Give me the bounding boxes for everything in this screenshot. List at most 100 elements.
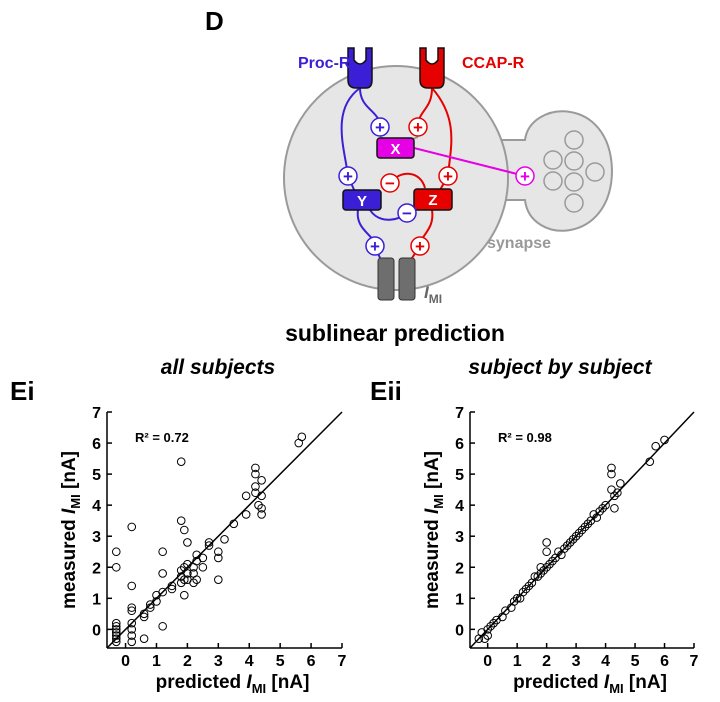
- data-point: [139, 634, 149, 643]
- x-tick-label: 1: [513, 653, 522, 670]
- data-point: [127, 522, 137, 532]
- vesicles: [543, 130, 605, 213]
- data-point: [257, 510, 266, 519]
- data-point: [214, 553, 223, 563]
- data-point: [533, 572, 543, 581]
- axis-label: measured IMI [nA]: [422, 451, 446, 609]
- channel: [377, 257, 395, 301]
- data-point: [176, 516, 186, 525]
- data-point: [486, 621, 495, 631]
- data-point: [220, 535, 229, 544]
- ccap-receptor: [419, 47, 445, 89]
- data-point: [610, 491, 619, 501]
- y-tick-label: 3: [92, 529, 101, 546]
- data-point: [521, 584, 531, 594]
- x-tick-label: 2: [183, 653, 192, 670]
- data-point: [660, 435, 669, 445]
- label-sub: MI: [68, 494, 83, 508]
- sign: +: [520, 167, 530, 186]
- label-var: I: [604, 672, 610, 693]
- data-point: [111, 618, 121, 628]
- y-tick-label: 2: [92, 560, 101, 577]
- sign: +: [413, 118, 423, 137]
- label-sub: MI: [431, 494, 446, 508]
- data-point: [580, 522, 590, 532]
- label-text: measured: [59, 514, 80, 609]
- data-point: [111, 628, 121, 637]
- data-point: [645, 457, 655, 466]
- data-point: [127, 637, 137, 647]
- data-point: [111, 631, 121, 640]
- node-box: [376, 137, 415, 159]
- panel-label: Eii: [370, 376, 402, 406]
- data-point: [257, 476, 266, 485]
- sign: +: [443, 167, 453, 186]
- data-point: [548, 556, 557, 566]
- y-tick-label: 3: [455, 529, 464, 546]
- data-point: [111, 547, 121, 557]
- label-text: [nA]: [624, 672, 667, 693]
- x-tick-label: 6: [660, 653, 669, 670]
- x-tick-label: 7: [690, 653, 699, 670]
- proc-receptor: [347, 47, 373, 89]
- data-point: [158, 621, 167, 631]
- data-point: [524, 581, 534, 591]
- data-point: [489, 618, 498, 628]
- label-var: I: [59, 508, 80, 514]
- data-point: [111, 634, 121, 643]
- data-point: [512, 594, 522, 603]
- data-point: [183, 538, 192, 547]
- node-label: Y: [357, 193, 367, 210]
- chart-title: all subjects: [161, 356, 275, 379]
- data-point: [483, 631, 492, 640]
- node-box: [413, 188, 453, 211]
- data-point: [607, 463, 616, 473]
- data-point: [127, 618, 137, 628]
- label-text: [nA]: [266, 672, 309, 693]
- data-point: [571, 531, 581, 541]
- data-point: [539, 566, 548, 575]
- data-point: [565, 538, 575, 547]
- y-tick-label: 1: [455, 591, 464, 608]
- data-point: [518, 587, 528, 597]
- data-point: [251, 482, 260, 491]
- data-point: [257, 491, 266, 501]
- data-point: [127, 631, 137, 640]
- label-text: [nA]: [422, 451, 443, 494]
- y-tick-label: 6: [455, 436, 464, 453]
- sign: +: [343, 167, 353, 186]
- data-point: [127, 603, 137, 612]
- data-point: [204, 541, 214, 550]
- data-point: [167, 584, 177, 594]
- data-point: [167, 581, 177, 591]
- x-tick-label: 3: [214, 653, 223, 670]
- data-point: [198, 562, 208, 572]
- data-point: [536, 569, 546, 578]
- channel: [398, 257, 416, 301]
- data-point: [158, 547, 167, 557]
- annotation: R² = 0.98: [498, 430, 552, 445]
- x-tick-label: 5: [276, 653, 285, 670]
- sign: +: [370, 237, 380, 256]
- data-point: [560, 544, 569, 553]
- sign: −: [402, 204, 412, 223]
- data-point: [176, 457, 186, 466]
- data-point: [183, 569, 192, 578]
- x-tick-label: 2: [542, 653, 551, 670]
- node-label: Z: [428, 192, 437, 209]
- data-point: [574, 528, 584, 538]
- data-point: [158, 587, 167, 597]
- data-point: [257, 503, 266, 513]
- signs: + + + + + − − + +: [338, 117, 535, 256]
- y-tick-label: 5: [92, 467, 101, 484]
- synapse-label: synapse: [487, 235, 551, 252]
- data-point: [577, 525, 587, 535]
- data-point: [127, 625, 137, 634]
- label-sub: MI: [609, 681, 623, 696]
- x-tick-label: 7: [338, 653, 347, 670]
- current-sub: MI: [429, 292, 442, 306]
- data-point: [598, 503, 607, 513]
- x-tick-label: 0: [483, 653, 492, 670]
- axis-label: predicted IMI [nA]: [156, 672, 310, 696]
